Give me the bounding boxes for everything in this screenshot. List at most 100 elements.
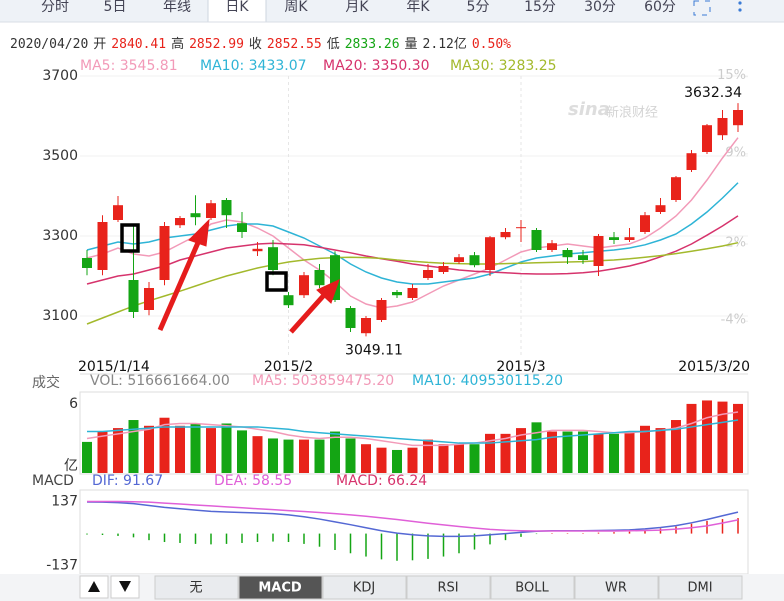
legend-item: MACD: 66.24 <box>336 473 427 489</box>
tab[interactable]: 日K <box>225 0 249 15</box>
panel-label: 成交 <box>32 374 60 391</box>
indicator-tab[interactable] <box>154 575 239 600</box>
y-tick-label: 137 <box>51 493 78 509</box>
candle-body <box>392 292 402 296</box>
indicator-tab-label: BOLL <box>515 581 549 596</box>
volume-bar <box>97 431 108 473</box>
volume-bar <box>547 431 557 473</box>
tab-bar <box>0 0 784 22</box>
y2-tick-label: 15% <box>717 68 746 83</box>
volume-bar <box>562 431 573 473</box>
legend-item: DIF: 91.67 <box>92 473 163 489</box>
info-item: 2833.26 <box>345 37 400 52</box>
info-item: 低 <box>327 37 340 52</box>
tab[interactable]: 5日 <box>104 0 127 15</box>
candle-body <box>500 232 511 238</box>
candle-body <box>345 308 356 328</box>
volume-bar <box>175 425 185 473</box>
indicator-tab[interactable] <box>574 575 659 600</box>
fullscreen-icon[interactable] <box>693 0 711 16</box>
volume-bar <box>531 422 542 473</box>
volume-bar <box>469 444 480 473</box>
arrowhead <box>316 279 340 304</box>
tab[interactable]: 30分 <box>584 0 616 15</box>
arrowhead <box>188 218 210 247</box>
ma-line <box>86 411 739 447</box>
tab[interactable]: 15分 <box>524 0 556 15</box>
candle-body <box>671 177 681 200</box>
candle-body <box>640 215 650 232</box>
candle-body <box>423 270 433 278</box>
indicator-tab[interactable] <box>658 575 743 600</box>
volume-bar <box>82 441 92 473</box>
quote-info: 2020/04/20 开 2840.41 高 2852.99 收 2852.55 低 2833.… <box>10 36 511 52</box>
indicator-tab-label: 无 <box>189 581 202 596</box>
info-item: 高 <box>171 36 184 52</box>
volume-bar <box>485 433 495 473</box>
volume-bar <box>686 403 697 473</box>
volume-bar <box>144 425 154 473</box>
legend-item: MA10: 409530115.20 <box>412 373 563 389</box>
candle-body <box>547 243 557 250</box>
tab[interactable]: 年K <box>406 0 430 15</box>
legend-item: DEA: 58.55 <box>214 473 292 489</box>
candle-body <box>609 237 619 240</box>
tab[interactable]: 周K <box>284 0 308 15</box>
candle-body <box>97 222 108 270</box>
indicator-tab[interactable] <box>406 575 491 600</box>
indicator-tab[interactable] <box>322 575 407 600</box>
max-label: 3632.34 <box>684 85 742 101</box>
volume-bar <box>717 401 728 473</box>
legend-item: MA5: 503859475.20 <box>252 373 394 389</box>
candle-body <box>144 288 154 310</box>
candle-body <box>578 255 588 260</box>
y-tick-label: 6 <box>69 396 78 412</box>
candle-body <box>113 205 123 220</box>
candle-body <box>733 110 743 126</box>
volume-bar <box>159 417 170 473</box>
volume-bar <box>299 439 309 473</box>
info-item: 2852.99 <box>189 37 244 52</box>
legend-item: MA5: 3545.81 <box>80 58 178 74</box>
tab[interactable]: 5分 <box>467 0 490 15</box>
x-tick-label: 2015/2 <box>264 359 313 375</box>
y-tick-label: 3500 <box>42 148 78 164</box>
volume-bar <box>314 439 325 473</box>
volume-bar <box>655 428 666 473</box>
highlight-box <box>265 271 288 292</box>
menu-icon <box>738 8 742 12</box>
volume-bar <box>330 431 340 473</box>
indicator-tab[interactable] <box>238 575 323 600</box>
x-tick-label: 2015/3/20 <box>678 359 750 375</box>
indicator-tab-label: DMI <box>687 581 712 596</box>
panel-frame <box>79 391 749 475</box>
tab[interactable]: 月K <box>345 0 369 15</box>
candle-body <box>159 226 170 280</box>
down-icon <box>119 581 131 592</box>
candle-body <box>82 258 92 268</box>
volume-bar <box>252 436 263 473</box>
tab[interactable]: 60分 <box>644 0 676 15</box>
candle-body <box>175 218 185 226</box>
candle-body <box>376 300 387 320</box>
tab[interactable]: 年线 <box>163 0 191 15</box>
indicator-tab-label: KDJ <box>353 581 375 596</box>
watermark-logo: sina <box>568 99 610 120</box>
info-item: 0.50% <box>472 37 511 52</box>
legend-item: MA20: 3350.30 <box>323 58 430 74</box>
candle-body <box>314 270 325 286</box>
volume-bar <box>283 439 294 473</box>
panel-label: MACD <box>32 473 74 489</box>
x-tick-label: 2015/3 <box>496 359 545 375</box>
volume-bar <box>237 430 247 473</box>
ma-line <box>87 419 739 444</box>
menu-icon[interactable] <box>738 1 742 5</box>
indicator-tab-label: RSI <box>437 581 458 596</box>
candle-body <box>531 230 542 250</box>
volume-bar <box>671 420 681 473</box>
arrow <box>289 292 327 334</box>
indicator-tab-label: MACD <box>258 581 302 596</box>
tab[interactable]: 分时 <box>41 0 69 15</box>
indicator-tab[interactable] <box>490 575 575 600</box>
